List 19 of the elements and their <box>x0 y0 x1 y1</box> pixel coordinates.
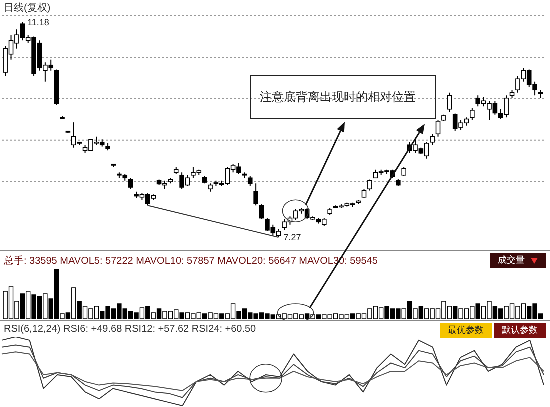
candlestick <box>254 183 258 206</box>
annotation: 7.27 <box>284 232 302 243</box>
annotation: 注意底背离出现时的相对位置 <box>260 89 416 106</box>
candlestick <box>436 120 441 138</box>
text: 默认参数 <box>502 324 538 337</box>
candlestick <box>362 188 367 199</box>
candlestick <box>447 92 452 113</box>
chart-title: RSI(6,12,24) RSI6: +49.68 RSI12: +57.62 RSI24: +60.50 <box>4 324 256 335</box>
candlestick <box>259 204 264 220</box>
annotation: 11.18 <box>27 17 50 28</box>
candlestick <box>128 178 134 190</box>
text: 成交量 <box>498 254 525 267</box>
candlestick <box>368 179 372 192</box>
chart-title: 日线(复权) <box>4 1 51 15</box>
candlestick <box>248 176 253 187</box>
text: 最优参数 <box>448 324 484 337</box>
candlestick <box>470 108 475 121</box>
candlestick <box>402 166 406 177</box>
candlestick <box>430 134 435 146</box>
